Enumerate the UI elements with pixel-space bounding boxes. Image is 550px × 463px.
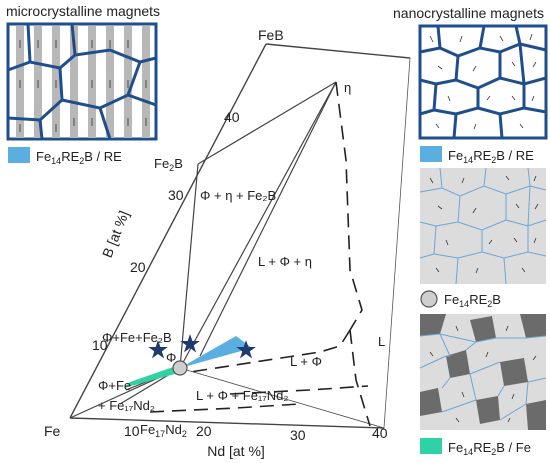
star-2 [180, 334, 200, 353]
svg-text:10: 10 [92, 337, 108, 353]
svg-text:40: 40 [224, 109, 240, 125]
region-l-phi-eta: L + Φ + η [258, 254, 312, 269]
label-fe: Fe [44, 423, 61, 439]
svg-text:Fe14RE2B / RE: Fe14RE2B / RE [36, 149, 122, 166]
star-1 [148, 340, 168, 359]
svg-text:Fe14RE2B / RE: Fe14RE2B / RE [448, 148, 534, 165]
legend-micro: Fe14RE2B / RE [8, 147, 122, 166]
nanocrystalline-panel-middle [419, 167, 547, 285]
stars [148, 334, 256, 359]
svg-text:30: 30 [290, 427, 306, 443]
svg-text:30: 30 [168, 187, 184, 203]
label-fe2b: Fe2B [154, 156, 183, 173]
b-axis-label: B [at %] [99, 208, 132, 259]
nanocrystalline-panel-bottom [419, 314, 547, 430]
diagram-frame [69, 43, 411, 429]
region-phi-eta-fe2b: Φ + η + Fe₂B [200, 188, 276, 203]
phi-point [172, 360, 188, 376]
star-3 [236, 340, 256, 359]
svg-text:20: 20 [196, 423, 212, 439]
nd-axis-label: Nd [at %] [207, 443, 265, 459]
header-nanocrystalline: nanocrystalline magnets [393, 5, 544, 21]
nd-axis-ticks: 10 20 30 40 [124, 423, 388, 443]
legend-swatch-green [420, 438, 442, 454]
green-region [124, 366, 182, 388]
svg-text:20: 20 [130, 259, 146, 275]
legend-swatch-blue-2 [420, 146, 442, 162]
region-l-phi: L + Φ [290, 354, 322, 369]
legend-nano-top: Fe14RE2B / RE [420, 146, 534, 165]
dashed-lines [149, 81, 371, 427]
nanocrystalline-panel-top [418, 24, 548, 140]
label-fe17nd2: Fe17Nd2 [140, 422, 187, 439]
region-phi-fe-fe2b: Φ+Fe+Fe₂B [102, 330, 172, 345]
tie-lines [69, 81, 385, 429]
region-l: L [378, 334, 385, 349]
legend-swatch-grey [420, 290, 438, 308]
header-microcrystalline: microcrystalline magnets [6, 3, 160, 19]
region-phi-fe: Φ+Fe [98, 378, 131, 393]
blue-region [180, 336, 252, 368]
region-fe17nd2-left: + Fe₁₇Nd₂ [98, 398, 155, 413]
b-axis-ticks: 40 30 20 10 [92, 109, 240, 353]
region-phi: Φ [166, 350, 176, 365]
svg-text:40: 40 [372, 425, 388, 441]
legend-swatch-blue [8, 147, 30, 163]
svg-text:10: 10 [124, 423, 140, 439]
microcrystalline-panel [6, 22, 158, 141]
svg-text:Fe14RE2B: Fe14RE2B [444, 292, 501, 309]
legend-nano-bottom: Fe14RE2B / Fe [420, 438, 531, 457]
label-feb: FeB [258, 27, 284, 43]
label-eta: η [344, 80, 351, 95]
region-l-phi-fe17nd2: L + Φ + Fe₁₇Nd₂ [196, 388, 288, 403]
legend-nano-middle: Fe14RE2B [420, 290, 501, 309]
svg-text:Fe14RE2B / Fe: Fe14RE2B / Fe [448, 440, 531, 457]
phase-diagram: FeB Fe 40 30 20 10 B [at %] 10 20 30 40 … [44, 27, 411, 459]
